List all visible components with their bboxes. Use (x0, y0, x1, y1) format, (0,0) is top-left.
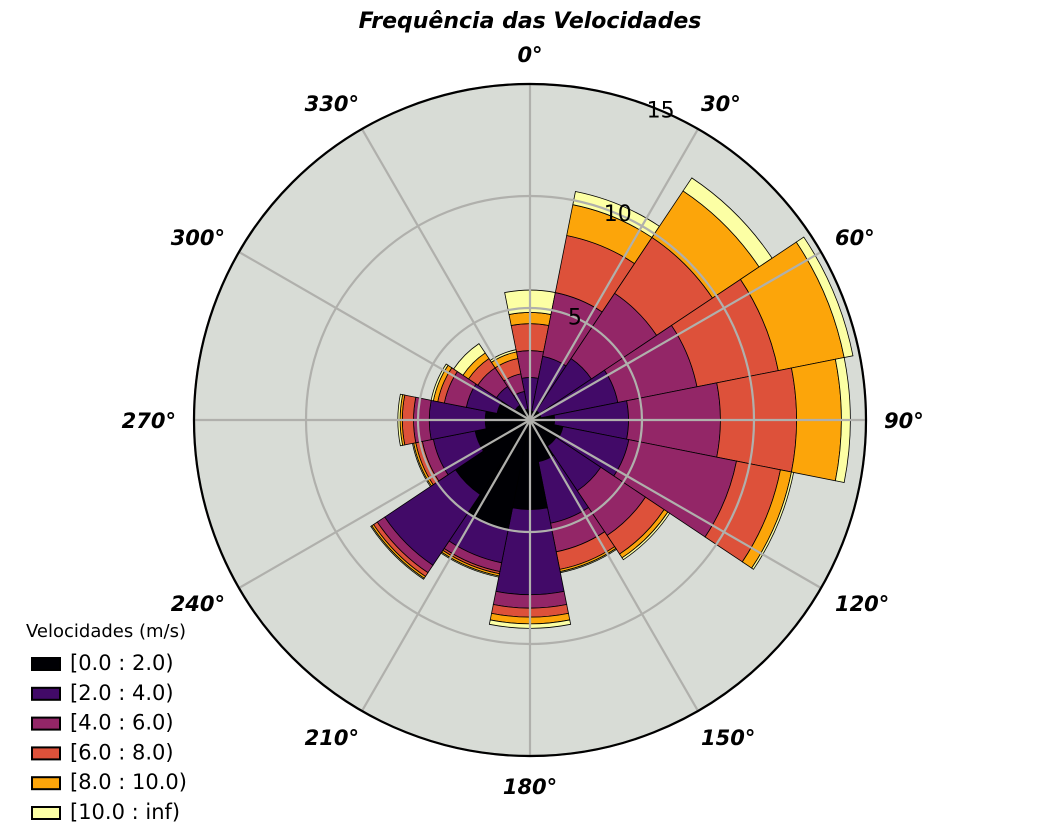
chart-title: Frequência das Velocidades (359, 9, 702, 34)
angle-label-240: 240° (171, 592, 225, 616)
legend: Velocidades (m/s) [0.0 : 2.0) [2.0 : 4.0)… (26, 621, 187, 824)
angular-gridline-30 (529, 128, 699, 421)
legend-label-1: [2.0 : 4.0) (70, 681, 174, 705)
radial-tick-label-5: 5 (568, 306, 582, 331)
legend-label-3: [6.0 : 8.0) (70, 740, 174, 764)
radial-tick-label-10: 10 (604, 202, 632, 227)
angle-label-300: 300° (171, 226, 225, 250)
legend-swatch-1 (31, 686, 61, 701)
angular-gridline-60 (529, 251, 822, 421)
angular-gridline-210 (361, 419, 531, 712)
legend-label-2: [4.0 : 6.0) (70, 711, 174, 735)
radial-tick-label-15: 15 (647, 99, 675, 124)
legend-swatch-4 (31, 776, 61, 791)
polar-outer-border (192, 82, 868, 758)
angle-label-330: 330° (305, 92, 359, 116)
polar-plot-area: 0° 30° 60° 90° 120° 150° 180° 210° 240° 270° 300° 3… (122, 43, 924, 799)
bar-sector-337.5-bin-5 (489, 349, 517, 363)
angular-gridline-150 (529, 419, 699, 712)
bar-sector-315-bin-5 (453, 343, 486, 376)
angle-label-30: 30° (701, 92, 741, 116)
bar-sector-270-bin-5 (397, 393, 404, 447)
bar-sector-135-bin-5 (621, 511, 671, 561)
legend-label-4: [8.0 : 10.0) (70, 770, 187, 794)
legend-swatch-3 (31, 746, 61, 761)
angular-gridline-120 (529, 419, 822, 589)
angular-gridline-300 (238, 251, 531, 421)
angle-label-90: 90° (884, 409, 924, 433)
angular-gridline-330 (361, 128, 531, 421)
legend-label-5: [10.0 : inf) (70, 800, 180, 824)
legend-swatch-5 (31, 806, 61, 820)
angle-label-60: 60° (835, 226, 875, 250)
legend-label-0: [0.0 : 2.0) (70, 651, 174, 675)
angle-label-120: 120° (835, 592, 889, 616)
bar-sector-112.5-bin-5 (751, 471, 795, 570)
bar-sector-225-bin-5 (370, 525, 425, 580)
angular-gridline-240 (238, 419, 531, 589)
bar-sector-67.5-bin-5 (795, 236, 854, 358)
angle-label-270: 270° (122, 409, 176, 433)
angle-label-150: 150° (701, 726, 755, 750)
legend-swatch-2 (31, 716, 61, 731)
angle-label-180: 180° (503, 775, 557, 799)
legend-title: Velocidades (m/s) (26, 621, 186, 642)
angle-label-0: 0° (517, 43, 542, 67)
angle-label-210: 210° (305, 726, 359, 750)
bar-sector-292.5-bin-5 (430, 363, 449, 402)
legend-swatch-0 (31, 657, 61, 671)
